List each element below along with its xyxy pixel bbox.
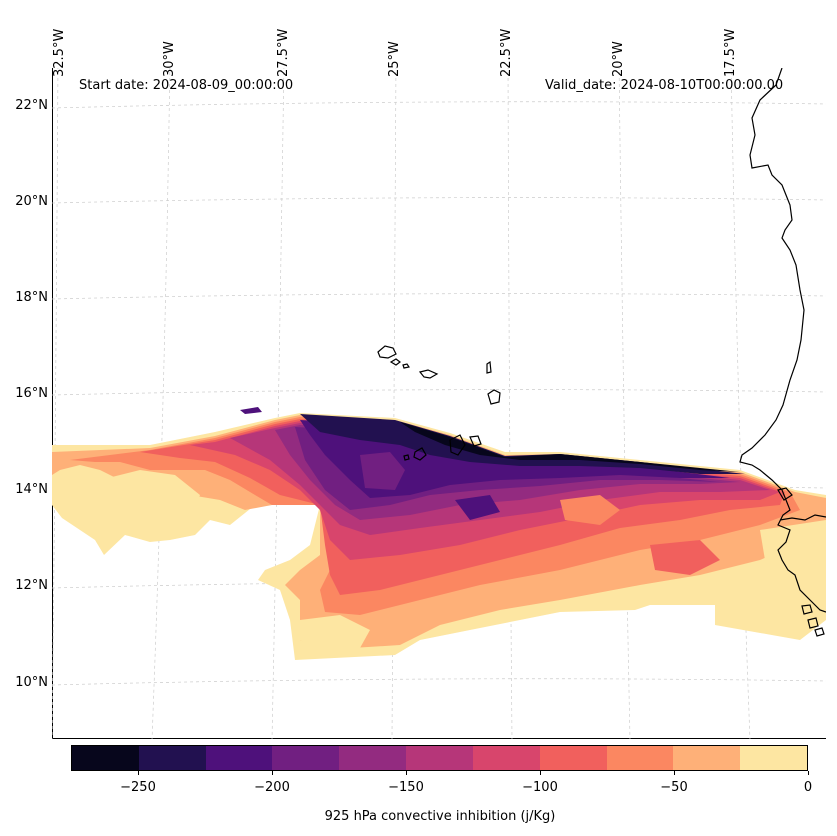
island-boa-vista	[487, 389, 501, 405]
lat-label-18n: 18°N	[15, 290, 48, 305]
band-10	[400, 422, 740, 472]
lon-label-27-5w: 27.5°W	[276, 28, 291, 77]
start-date-label: Start date: 2024-08-09_00:00:00	[79, 78, 294, 93]
map-frame	[52, 68, 826, 739]
island-sao-nicolau	[418, 369, 439, 379]
gambia-river	[779, 514, 826, 521]
colorbar-tick-label: −200	[254, 780, 290, 795]
graticule	[52, 68, 826, 739]
colorbar-segment	[205, 746, 273, 770]
cin-field	[52, 407, 826, 660]
colorbar-tick	[271, 771, 273, 775]
colorbar-segment	[72, 746, 139, 770]
colorbar-segment	[606, 746, 674, 770]
coastline-west-africa	[739, 68, 826, 613]
colorbar-tick	[539, 771, 541, 775]
colorbar-tick-label: 0	[803, 780, 813, 795]
lon-label-32-5w: 32.5°W	[52, 28, 67, 77]
island-santiago	[449, 434, 466, 456]
lon-label-20w: 20°W	[611, 41, 626, 77]
colorbar-segment	[740, 746, 807, 770]
colorbar-segment	[539, 746, 607, 770]
lat-label-14n: 14°N	[15, 482, 48, 497]
colorbar-segment	[339, 746, 407, 770]
colorbar-segment	[673, 746, 741, 770]
colorbar-tick-label: −100	[522, 780, 558, 795]
lat-label-20n: 20°N	[15, 194, 48, 209]
colorbar-tick	[673, 771, 675, 775]
bissagos-islands	[801, 604, 825, 637]
island-sao-vicente	[389, 358, 401, 366]
colorbar-tick	[405, 771, 407, 775]
colorbar-tick-label: −50	[660, 780, 688, 795]
colorbar-segment	[138, 746, 206, 770]
valid-date-label: Valid_date: 2024-08-10T00:00:00.00	[545, 78, 784, 93]
island-sal	[486, 360, 492, 374]
island-fogo	[413, 447, 427, 461]
colorbar	[71, 745, 808, 771]
lat-label-12n: 12°N	[15, 578, 48, 593]
colorbar-title: 925 hPa convective inhibition (j/Kg)	[324, 809, 556, 824]
colorbar-tick	[137, 771, 139, 775]
island-maio	[469, 435, 482, 447]
lon-label-17-5w: 17.5°W	[723, 28, 738, 77]
colorbar-tick-label: −150	[388, 780, 424, 795]
lat-label-16n: 16°N	[15, 386, 48, 401]
coastlines	[377, 68, 826, 637]
colorbar-tick-label: −250	[120, 780, 156, 795]
colorbar-tick	[807, 771, 809, 775]
lat-label-10n: 10°N	[15, 675, 48, 690]
island-santo-antao	[377, 345, 397, 359]
lon-label-30w: 30°W	[162, 41, 177, 77]
colorbar-segment	[272, 746, 340, 770]
lat-label-22n: 22°N	[15, 98, 48, 113]
island-brava	[403, 454, 410, 461]
colorbar-segment	[472, 746, 540, 770]
lon-label-25w: 25°W	[387, 41, 402, 77]
colorbar-segment	[406, 746, 473, 770]
island-santa-luzia	[402, 363, 410, 369]
lon-label-22-5w: 22.5°W	[499, 28, 514, 77]
